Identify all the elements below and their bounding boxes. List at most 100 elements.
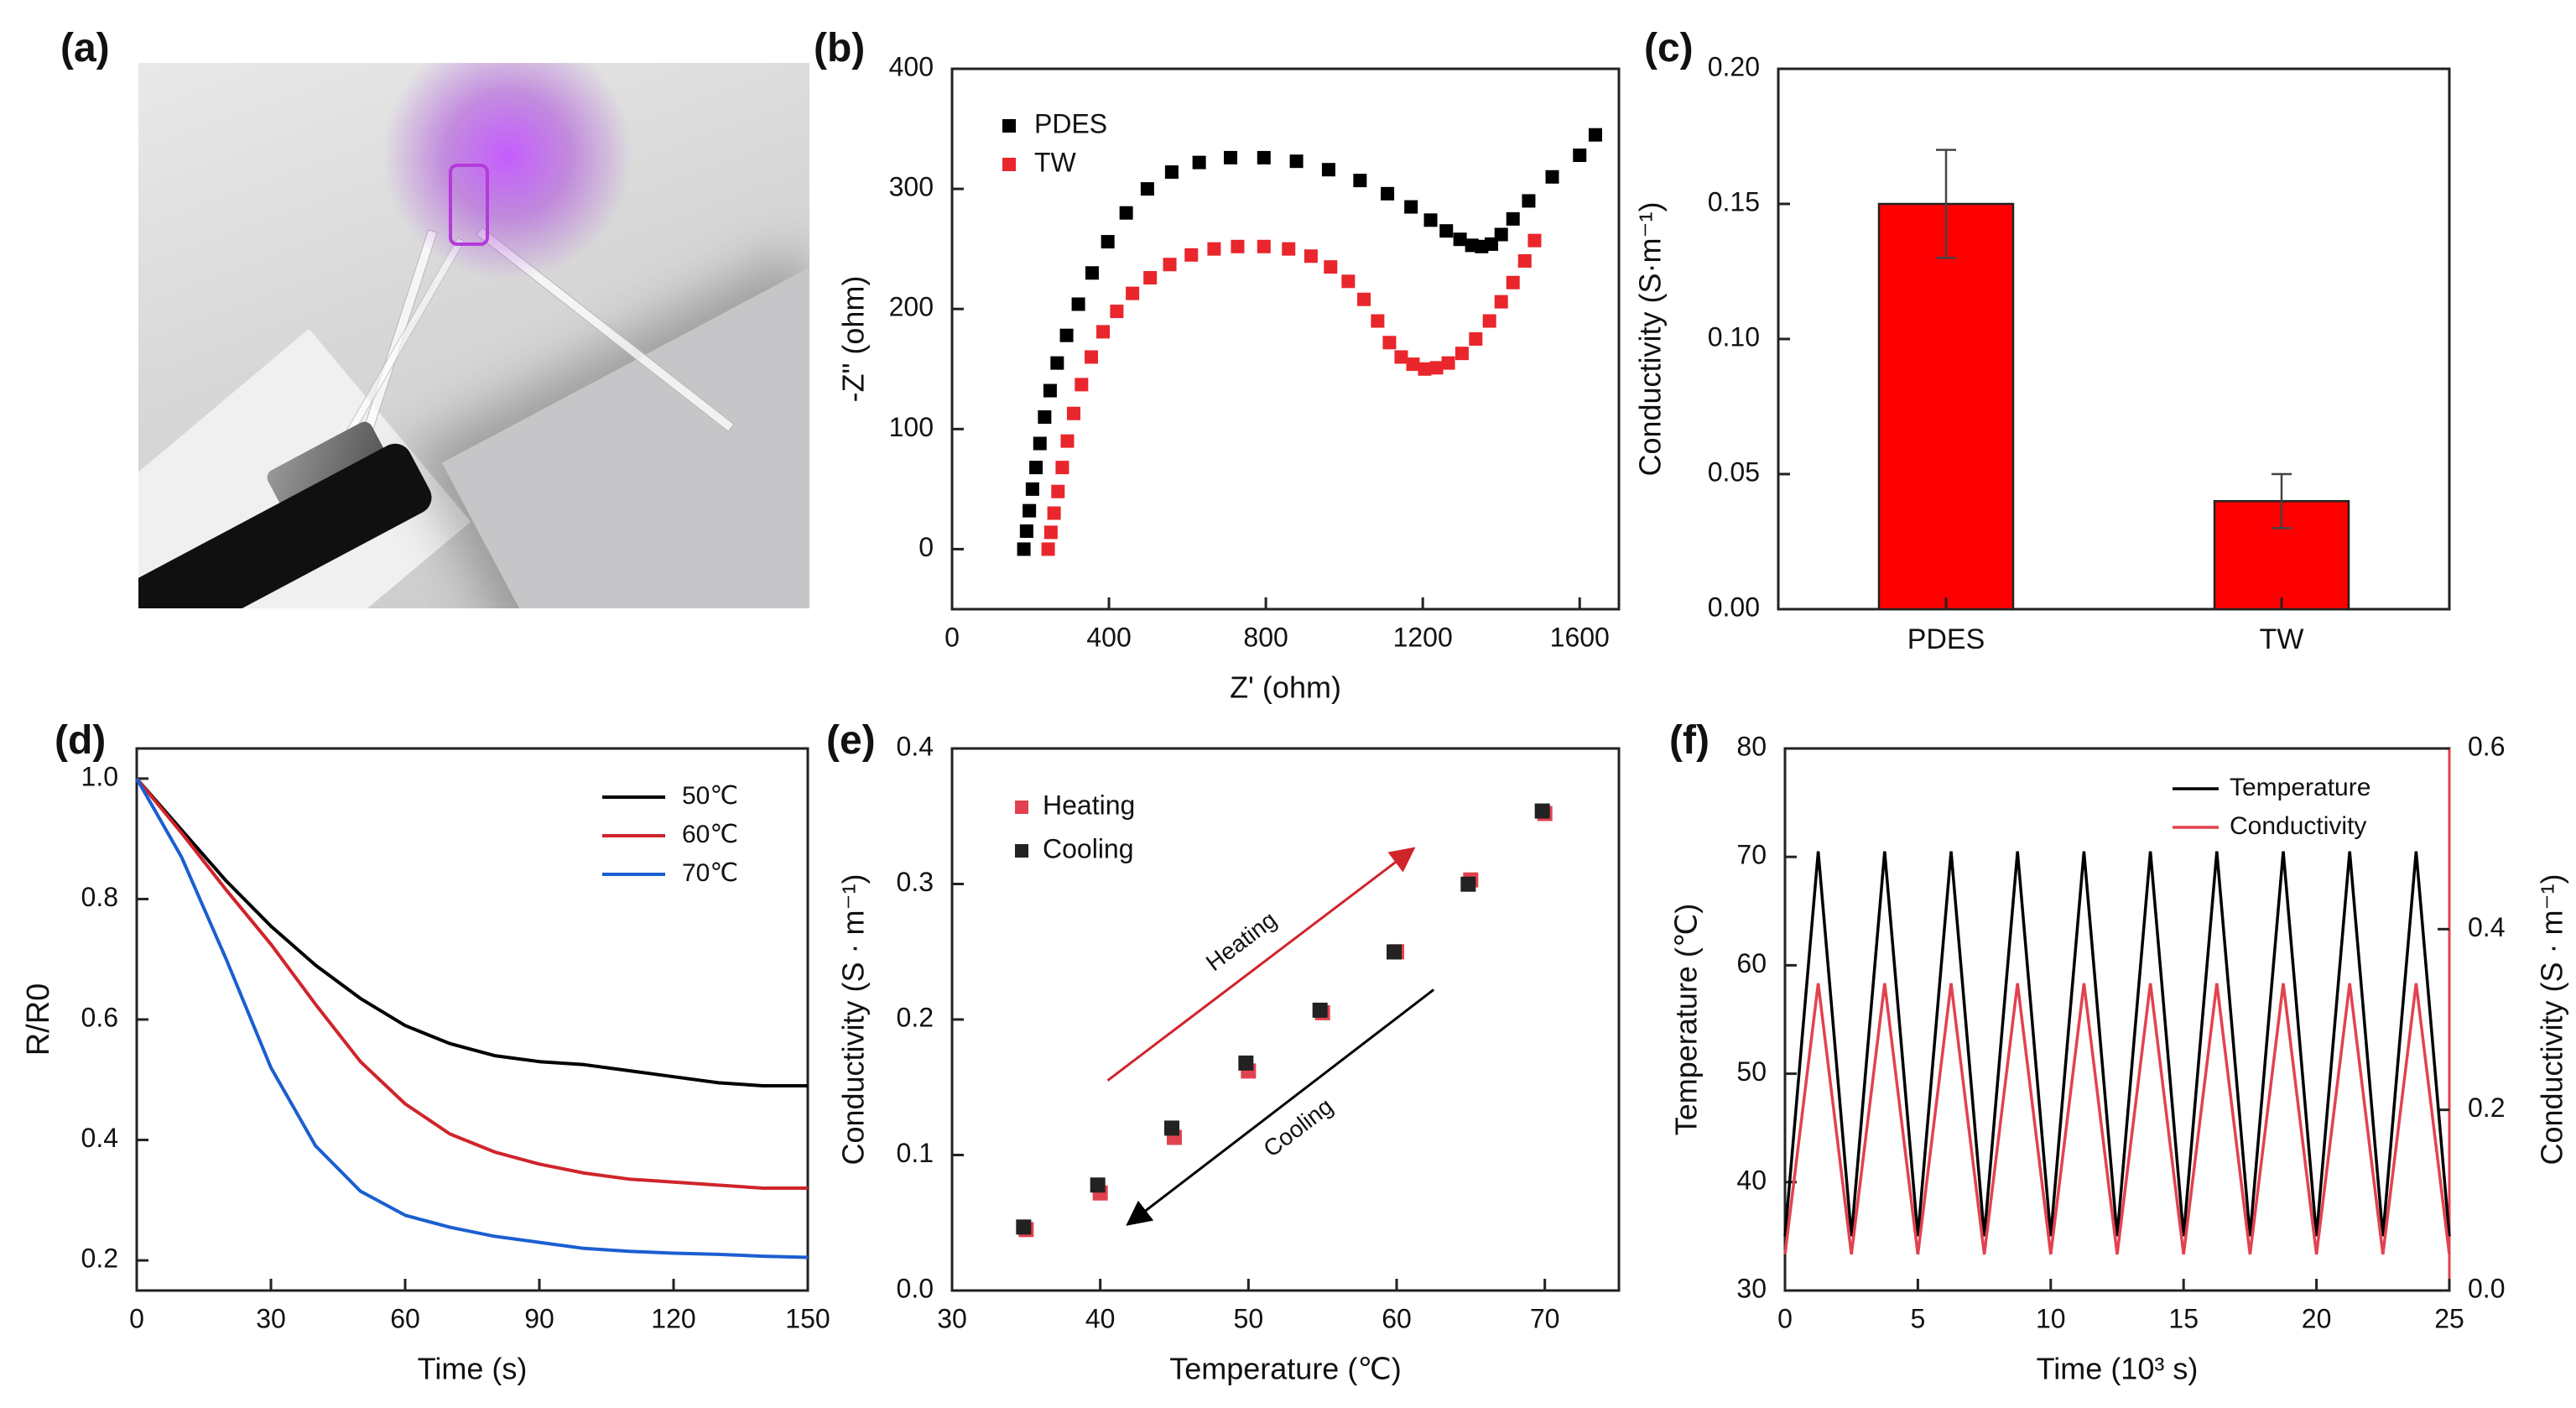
chart-f-y-tick-label: 60	[1736, 948, 1767, 978]
chart-e-point-cooling	[1387, 944, 1402, 960]
chart-d-x-tick-label: 60	[390, 1303, 420, 1333]
chart-b-frame	[950, 67, 1621, 611]
chart-b-point-pdes	[1381, 186, 1395, 201]
chart-d-y-tick-label: 0.6	[81, 1002, 118, 1032]
chart-b-point-pdes	[1494, 227, 1508, 242]
chart-f-x-tick-label: 10	[2036, 1303, 2066, 1333]
chart-b-point-pdes	[1101, 235, 1115, 249]
chart-b-point-tw	[1143, 271, 1158, 285]
chart-c-y-tick-label: 0.20	[1708, 51, 1760, 81]
chart-b-ylabel: -Z" (ohm)	[836, 276, 871, 403]
panel-label-f: (f)	[1669, 718, 1710, 763]
chart-b-point-tw	[1043, 525, 1058, 540]
chart-b-point-tw	[1066, 406, 1080, 420]
chart-f-y-tick-label: 30	[1736, 1273, 1767, 1303]
chart-b-point-pdes	[1506, 211, 1520, 226]
chart-e-x-tick-label: 40	[1085, 1303, 1116, 1333]
chart-e-legend-marker	[1015, 844, 1028, 858]
chart-f-ylabel: Temperature (℃)	[1669, 904, 1704, 1136]
chart-f-temperature-line	[1783, 851, 2451, 1237]
chart-e-x-tick-label: 30	[937, 1303, 967, 1333]
chart-e-cooling-arrow	[1126, 988, 1435, 1226]
chart-b-point-tw	[1341, 274, 1356, 289]
chart-b-point-tw	[1231, 239, 1245, 253]
chart-b-point-pdes	[1573, 149, 1587, 163]
chart-e-point-cooling	[1460, 876, 1476, 892]
chart-b-point-tw	[1110, 305, 1124, 319]
chart-f-y-tick-label: 70	[1736, 840, 1767, 870]
chart-b-point-pdes	[1545, 169, 1559, 184]
chart-b-point-tw	[1096, 325, 1111, 339]
panel-label-e: (e)	[826, 718, 876, 763]
panel-label-b: (b)	[814, 26, 866, 70]
chart-b-point-pdes	[1353, 174, 1367, 188]
chart-b-y-tick-label: 300	[889, 172, 934, 202]
chart-b-point-pdes	[1038, 410, 1052, 425]
chart-b-point-tw	[1060, 434, 1075, 448]
chart-e-legend-marker	[1015, 800, 1028, 814]
chart-b-point-pdes	[1164, 165, 1179, 180]
chart-b-legend-label: TW	[1034, 147, 1077, 177]
chart-b-y-tick-label: 0	[919, 532, 934, 562]
chart-b-y-tick-label: 100	[889, 412, 934, 442]
chart-b-x-tick-label: 800	[1243, 622, 1288, 652]
chart-b-point-pdes	[1192, 155, 1206, 169]
chart-b-point-tw	[1517, 253, 1532, 268]
chart-b-point-tw	[1126, 286, 1140, 300]
chart-b-point-tw	[1406, 357, 1420, 372]
chart-b-point-pdes	[1019, 524, 1033, 538]
chart-e-heating-arrow	[1106, 847, 1416, 1082]
chart-b-point-pdes	[1023, 503, 1037, 518]
chart-b-point-tw	[1429, 361, 1444, 375]
chart-b-legend-label: PDES	[1034, 108, 1107, 138]
chart-b-point-pdes	[1321, 163, 1335, 177]
chart-b-y-tick-label: 200	[889, 292, 934, 322]
chart-b-point-tw	[1051, 484, 1065, 498]
chart-f-x-tick-label: 20	[2302, 1303, 2332, 1333]
chart-c-y-tick-label: 0.15	[1708, 186, 1760, 216]
chart-e-heating-annotation: Heating	[1201, 906, 1282, 976]
chart-c-y-tick-label: 0.05	[1708, 456, 1760, 487]
chart-e-ylabel: Conductivity (S · m⁻¹)	[836, 873, 871, 1165]
chart-f-y-tick-label: 40	[1736, 1165, 1767, 1195]
chart-b-point-tw	[1282, 242, 1296, 256]
chart-b-point-pdes	[1029, 461, 1043, 475]
chart-c-bar-pdes	[1877, 202, 2015, 611]
chart-f-y-right-tick-label: 0.6	[2468, 731, 2505, 761]
chart-b-x-tick-label: 400	[1086, 622, 1131, 652]
panel-label-a: (a)	[60, 26, 110, 70]
photo-led-glow	[382, 63, 633, 281]
chart-d-x-tick-label: 150	[785, 1303, 830, 1333]
chart-b-point-pdes	[1017, 542, 1031, 556]
chart-b-point-pdes	[1025, 482, 1039, 496]
chart-e-point-cooling	[1090, 1177, 1106, 1193]
chart-c-ylabel: Conductivity (S·m⁻¹)	[1633, 201, 1668, 476]
chart-e-point-cooling	[1016, 1219, 1032, 1235]
chart-e-point-cooling	[1164, 1120, 1179, 1136]
chart-e-x-tick-label: 60	[1382, 1303, 1412, 1333]
chart-b-point-pdes	[1071, 297, 1085, 311]
chart-f-y-tick-label: 50	[1736, 1056, 1767, 1087]
chart-d-x-tick-label: 90	[524, 1303, 554, 1333]
chart-b-point-pdes	[1289, 154, 1304, 169]
chart-b-point-tw	[1371, 314, 1385, 328]
chart-b-point-tw	[1257, 239, 1271, 253]
chart-b-point-tw	[1469, 332, 1483, 346]
chart-c-y-tick-label: 0.00	[1708, 592, 1760, 622]
chart-e-point-cooling	[1534, 803, 1550, 819]
chart-d-ylabel: R/R0	[21, 983, 56, 1056]
chart-d-x-tick-label: 30	[256, 1303, 286, 1333]
chart-b-y-tick-label: 400	[889, 51, 934, 81]
chart-f-x-tick-label: 15	[2168, 1303, 2199, 1333]
chart-d-y-tick-label: 1.0	[81, 761, 118, 791]
chart-b-xlabel: Z' (ohm)	[1230, 670, 1341, 705]
chart-b-point-pdes	[1224, 150, 1238, 164]
chart-b-point-pdes	[1453, 232, 1467, 247]
chart-d-series-line	[135, 777, 809, 1259]
chart-d-x-tick-label: 120	[651, 1303, 695, 1333]
chart-b-point-pdes	[1050, 356, 1064, 370]
chart-b-point-tw	[1075, 378, 1089, 392]
chart-b-point-tw	[1055, 461, 1069, 475]
led-demo-photo	[138, 63, 809, 608]
